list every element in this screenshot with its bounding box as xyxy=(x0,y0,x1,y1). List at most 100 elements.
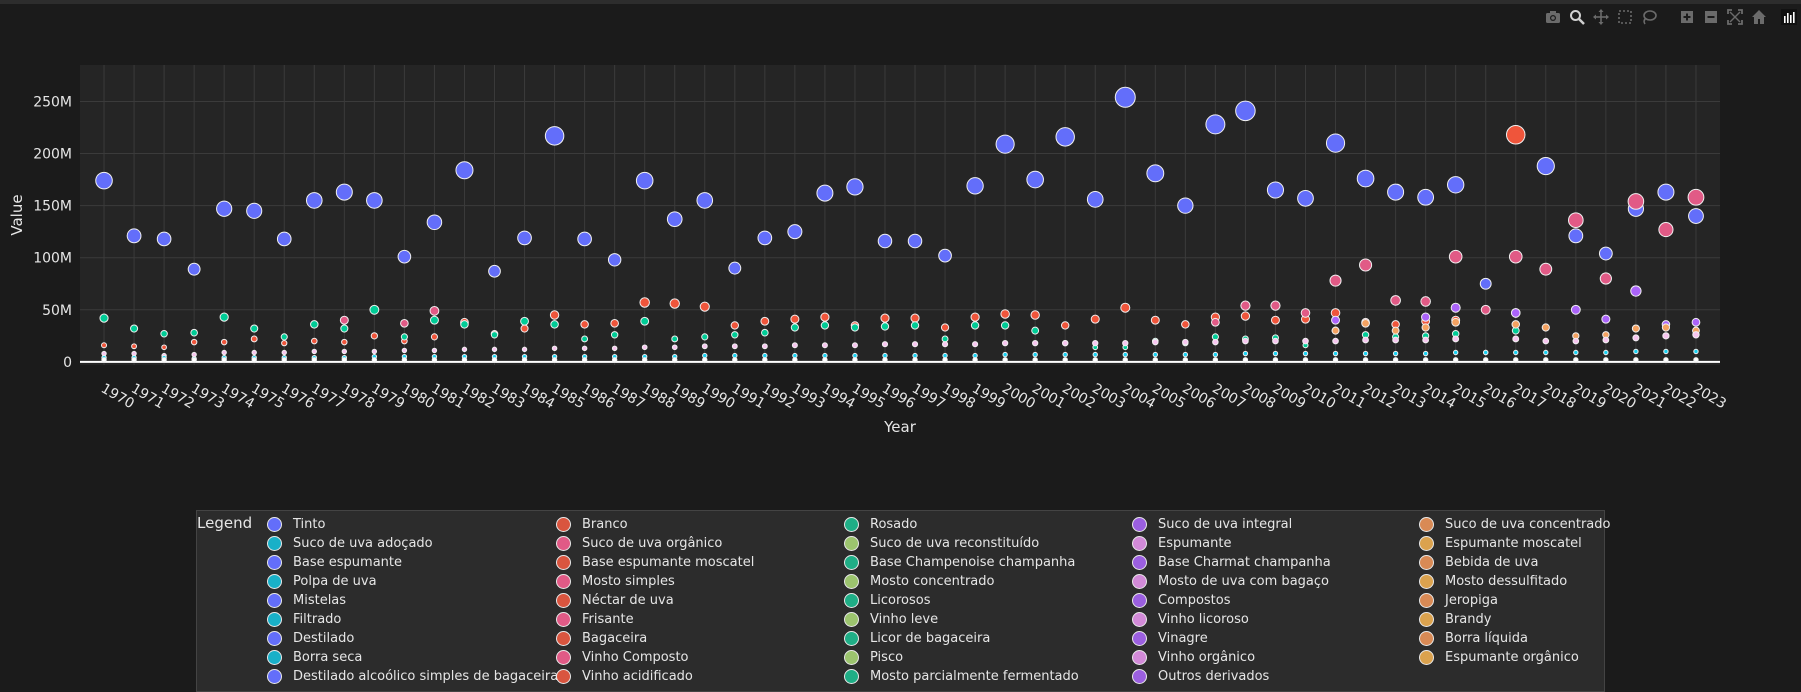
data-point[interactable] xyxy=(941,341,949,348)
data-point[interactable] xyxy=(730,321,740,330)
data-point[interactable] xyxy=(369,304,380,315)
legend-item[interactable]: Filtrado xyxy=(267,610,341,629)
data-point[interactable] xyxy=(190,338,198,346)
data-point[interactable] xyxy=(701,333,709,341)
data-point[interactable] xyxy=(520,316,529,326)
data-point[interactable] xyxy=(1359,258,1373,272)
data-point[interactable] xyxy=(882,357,888,363)
data-point[interactable] xyxy=(820,312,830,322)
data-point[interactable] xyxy=(1392,350,1399,357)
data-point[interactable] xyxy=(1657,183,1675,201)
data-point[interactable] xyxy=(1060,321,1070,330)
data-point[interactable] xyxy=(761,328,769,337)
data-point[interactable] xyxy=(1541,323,1550,332)
data-point[interactable] xyxy=(1511,320,1521,329)
data-point[interactable] xyxy=(341,348,348,355)
data-point[interactable] xyxy=(938,248,952,263)
legend-item[interactable]: Branco xyxy=(556,515,628,534)
data-point[interactable] xyxy=(1120,302,1131,313)
data-point[interactable] xyxy=(1062,339,1069,347)
data-point[interactable] xyxy=(792,357,798,363)
data-point[interactable] xyxy=(1001,339,1009,347)
data-point[interactable] xyxy=(1302,350,1309,357)
data-point[interactable] xyxy=(400,319,409,328)
data-point[interactable] xyxy=(821,342,828,349)
data-point[interactable] xyxy=(400,333,408,341)
data-point[interactable] xyxy=(851,342,858,349)
data-point[interactable] xyxy=(246,202,263,219)
data-point[interactable] xyxy=(99,313,109,323)
data-point[interactable] xyxy=(250,324,259,333)
data-point[interactable] xyxy=(1297,189,1314,207)
data-point[interactable] xyxy=(970,321,980,330)
data-point[interactable] xyxy=(1568,212,1584,229)
data-point[interactable] xyxy=(401,357,408,363)
data-point[interactable] xyxy=(1055,127,1075,147)
legend-item[interactable]: Vinho leve xyxy=(844,610,938,629)
data-point[interactable] xyxy=(339,315,349,325)
data-point[interactable] xyxy=(220,338,228,346)
data-point[interactable] xyxy=(1356,169,1375,188)
data-point[interactable] xyxy=(640,316,650,326)
data-point[interactable] xyxy=(1422,350,1429,357)
plotly-logo-icon[interactable] xyxy=(1777,6,1801,28)
legend-item[interactable]: Mosto de uva com bagaço xyxy=(1132,572,1329,591)
data-point[interactable] xyxy=(1092,357,1098,363)
data-point[interactable] xyxy=(426,214,443,231)
data-point[interactable] xyxy=(1032,339,1039,347)
data-point[interactable] xyxy=(1539,262,1553,276)
data-point[interactable] xyxy=(1032,357,1038,363)
data-point[interactable] xyxy=(880,313,890,323)
data-point[interactable] xyxy=(521,346,528,353)
data-point[interactable] xyxy=(160,329,168,338)
reset-axes-icon[interactable] xyxy=(1747,6,1771,28)
data-point[interactable] xyxy=(581,335,589,343)
zoom-out-icon[interactable] xyxy=(1699,6,1723,28)
data-point[interactable] xyxy=(910,321,920,330)
legend-item[interactable]: Vinho Composto xyxy=(556,648,689,667)
data-point[interactable] xyxy=(491,357,498,363)
data-point[interactable] xyxy=(1331,326,1340,335)
data-point[interactable] xyxy=(1422,336,1430,344)
legend-item[interactable]: Mosto dessulfitado xyxy=(1419,572,1567,591)
data-point[interactable] xyxy=(671,335,679,343)
data-point[interactable] xyxy=(1032,351,1038,358)
data-point[interactable] xyxy=(1240,300,1251,311)
data-point[interactable] xyxy=(850,323,860,332)
data-point[interactable] xyxy=(1603,357,1609,363)
data-point[interactable] xyxy=(1627,193,1645,210)
data-point[interactable] xyxy=(95,171,113,190)
data-point[interactable] xyxy=(1663,357,1669,363)
data-point[interactable] xyxy=(820,321,830,330)
data-point[interactable] xyxy=(907,233,923,249)
data-point[interactable] xyxy=(1543,349,1549,356)
data-point[interactable] xyxy=(1568,228,1584,244)
data-point[interactable] xyxy=(1663,348,1669,355)
data-point[interactable] xyxy=(1182,338,1189,346)
data-point[interactable] xyxy=(1693,357,1699,363)
legend-item[interactable]: Borra seca xyxy=(267,648,362,667)
data-point[interactable] xyxy=(577,231,592,247)
box-select-icon[interactable] xyxy=(1613,6,1637,28)
data-point[interactable] xyxy=(611,357,618,363)
data-point[interactable] xyxy=(461,346,468,353)
data-point[interactable] xyxy=(581,345,588,352)
data-point[interactable] xyxy=(1122,357,1128,363)
data-point[interactable] xyxy=(1062,357,1068,363)
data-point[interactable] xyxy=(1181,320,1190,329)
legend-item[interactable]: Brandy xyxy=(1419,610,1491,629)
data-point[interactable] xyxy=(1421,312,1431,322)
data-point[interactable] xyxy=(639,297,650,308)
data-point[interactable] xyxy=(521,357,528,363)
data-point[interactable] xyxy=(941,335,949,343)
data-point[interactable] xyxy=(490,331,499,339)
legend-item[interactable]: Mosto parcialmente fermentado xyxy=(844,667,1079,686)
data-point[interactable] xyxy=(995,134,1015,154)
data-point[interactable] xyxy=(666,211,683,228)
data-point[interactable] xyxy=(190,328,198,337)
data-point[interactable] xyxy=(702,357,708,363)
data-point[interactable] xyxy=(429,315,439,325)
legend-item[interactable]: Tinto xyxy=(267,515,325,534)
data-point[interactable] xyxy=(340,324,349,333)
data-point[interactable] xyxy=(1387,183,1405,201)
